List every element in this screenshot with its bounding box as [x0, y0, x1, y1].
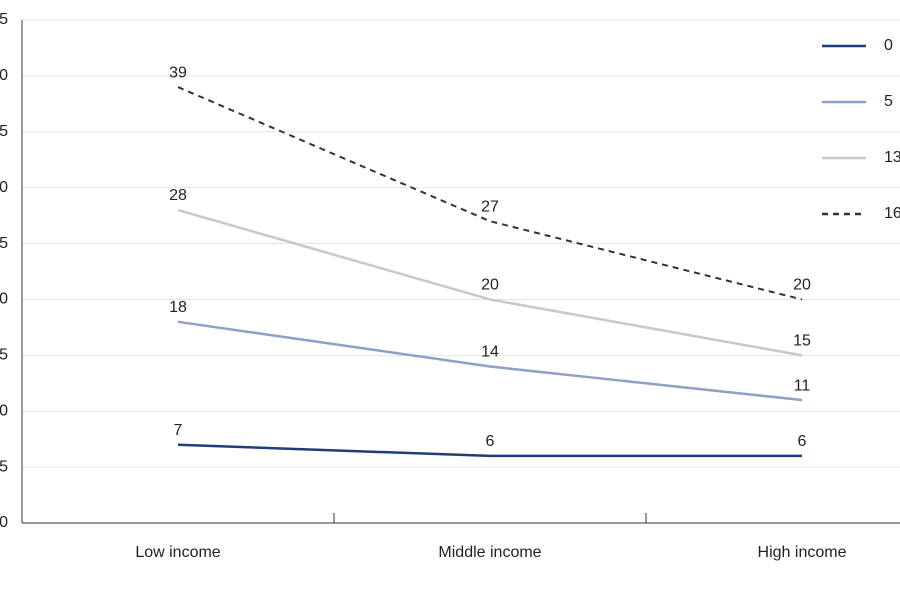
data-label: 7	[174, 422, 183, 439]
data-label: 15	[793, 333, 811, 350]
y-tick-label: 15	[0, 347, 8, 364]
data-label: 6	[486, 433, 495, 450]
legend-label: 0	[884, 37, 893, 54]
x-tick-label: Middle income	[438, 544, 541, 561]
y-tick-label: 40	[0, 67, 8, 84]
data-label: 39	[169, 64, 187, 81]
legend-label: 13	[884, 149, 900, 166]
data-label: 6	[798, 433, 807, 450]
data-label: 11	[794, 377, 811, 394]
y-tick-label: 25	[0, 235, 8, 252]
series-line	[177, 320, 803, 402]
x-tick-label: Low income	[135, 544, 220, 561]
legend-label: 16	[884, 205, 900, 222]
y-tick-label: 35	[0, 123, 8, 140]
x-tick-label: High income	[758, 544, 847, 561]
y-tick-label: 10	[0, 402, 8, 419]
legend-label: 5	[884, 93, 893, 110]
y-tick-label: 5	[0, 458, 8, 475]
y-tick-label: 0	[0, 514, 8, 531]
y-tick-label: 20	[0, 291, 8, 308]
data-label: 27	[481, 198, 499, 215]
data-label: 28	[169, 187, 187, 204]
data-label: 18	[169, 299, 187, 316]
y-tick-label: 30	[0, 179, 8, 196]
data-label: 20	[793, 277, 811, 294]
series-line	[177, 208, 803, 357]
series-line	[177, 86, 803, 301]
data-label: 14	[481, 344, 499, 361]
data-label: 20	[481, 277, 499, 294]
y-tick-label: 45	[0, 11, 8, 28]
series-line	[177, 443, 802, 458]
